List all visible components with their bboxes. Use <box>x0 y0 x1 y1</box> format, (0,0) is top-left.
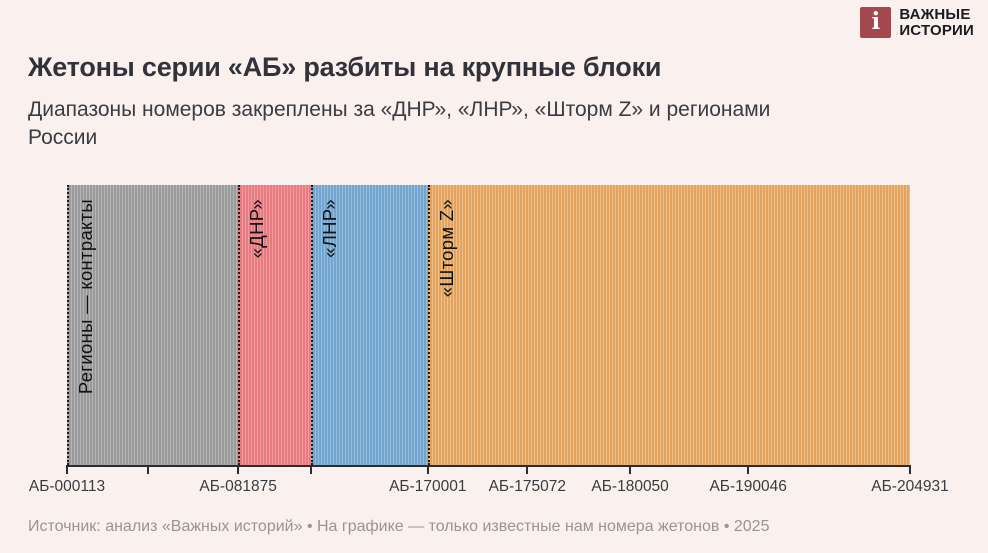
x-tick-label: АБ-180050 <box>591 478 669 495</box>
chart-plot: АБ-000113 АБ-081875 АБ-170001 АБ-175072 АБ-1… <box>29 185 949 495</box>
x-tick-mark <box>146 465 149 474</box>
x-tick-label: АБ-081875 <box>199 478 277 495</box>
chart-subtitle-line1: Диапазоны номеров закреплены за «ДНР», «… <box>28 98 771 121</box>
x-tick-mark <box>747 465 750 474</box>
chart-subtitle: Диапазоны номеров закреплены за «ДНР», «… <box>28 96 770 152</box>
segment-regions-contracts: Регионы — контракты <box>67 185 239 465</box>
x-tick-mark <box>426 465 429 474</box>
logo-word-line2: ИСТОРИИ <box>899 21 974 39</box>
x-tick-label: АБ-000113 <box>28 478 106 495</box>
x-tick-label: АБ-170001 <box>389 478 467 495</box>
chart-title: Жетоны серии «АБ» разбиты на крупные бло… <box>28 52 662 82</box>
x-tick-mark <box>526 465 529 474</box>
important-stories-logo-icon: i <box>860 7 892 38</box>
important-stories-logo: i ВАЖНЫЕ ИСТОРИИ <box>860 7 974 38</box>
x-tick-mark <box>309 465 312 474</box>
logo-word-line1: ВАЖНЫЕ <box>899 6 971 23</box>
x-tick-label: АБ-204931 <box>871 478 949 495</box>
segment-lnr: «ЛНР» <box>310 185 428 465</box>
segment-dnr: «ДНР» <box>238 185 311 465</box>
i-glyph: i <box>871 8 881 35</box>
x-tick-mark <box>629 465 632 474</box>
segment-label-lnr: «ЛНР» <box>318 199 340 258</box>
chart-subtitle-line2: России <box>28 126 98 149</box>
x-tick-label: АБ-190046 <box>709 478 787 495</box>
segment-label-regions-contracts: Регионы — контракты <box>75 199 96 395</box>
segment-label-dnr: «ДНР» <box>246 199 268 259</box>
source-note: Источник: анализ «Важных историй» • На г… <box>28 518 770 535</box>
segment-label-storm-z: «Шторм Z» <box>435 199 457 298</box>
logo-wordmark: ВАЖНЫЕ ИСТОРИИ <box>899 7 974 38</box>
x-tick-mark <box>66 465 68 474</box>
segment-storm-z: «Шторм Z» <box>427 185 910 465</box>
x-tick-mark <box>237 465 240 474</box>
x-tick-mark <box>909 465 911 474</box>
x-tick-label: АБ-175072 <box>488 478 566 495</box>
